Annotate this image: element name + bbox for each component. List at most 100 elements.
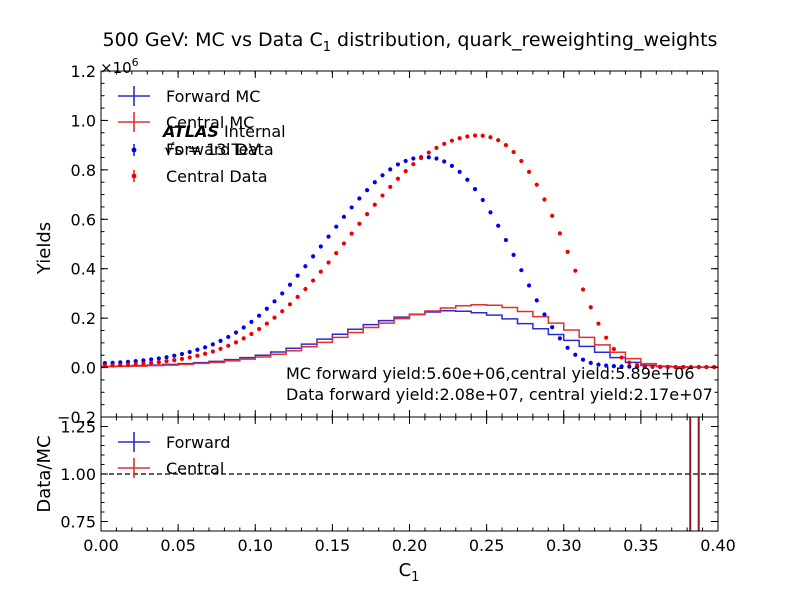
main-y-label: Yields <box>34 222 55 275</box>
forward-data-point <box>203 345 208 350</box>
central-data-point <box>102 363 107 368</box>
central-data-point <box>195 353 200 358</box>
central-data-point <box>480 133 485 138</box>
central-data-point <box>488 135 493 140</box>
x-tick-label: 0.00 <box>83 536 119 555</box>
x-axis-label-main: C <box>399 560 412 581</box>
forward-data-point <box>519 268 524 273</box>
central-data-point <box>210 349 215 354</box>
central-data-point <box>118 363 123 368</box>
central-data-point <box>403 168 408 174</box>
central-data-point <box>665 364 670 369</box>
forward-data-point <box>364 188 370 193</box>
ratio-legend: Forward Central <box>118 432 230 478</box>
central-data-point <box>249 331 254 337</box>
forward-data-point <box>395 162 401 167</box>
central-data-point <box>588 305 593 310</box>
forward-data-point <box>442 159 447 164</box>
atlas-label: ATLAS Internal <box>161 122 286 141</box>
forward-data-point <box>141 358 146 363</box>
forward-data-point <box>426 155 431 160</box>
main-data-layer <box>101 133 718 370</box>
legend-central-label: Central <box>166 459 224 478</box>
legend-forward-data-marker <box>131 147 137 153</box>
ratio-panel: 0.00 0.05 0.10 0.15 0.20 0.25 0.30 0.35 0.40 0.75… <box>34 416 736 555</box>
forward-data-point <box>403 158 408 164</box>
forward-data-point <box>380 173 385 178</box>
forward-data-point <box>172 353 177 358</box>
legend-central-mc-label: Central MC <box>166 113 254 132</box>
forward-data-point <box>310 254 316 259</box>
central-data-point <box>149 360 154 365</box>
x-axis-label: C1 <box>399 560 420 585</box>
ratio-y-label: Data/MC <box>34 435 55 512</box>
central-data-point <box>449 138 455 143</box>
central-data-point <box>596 321 601 326</box>
central-data-point <box>580 287 586 292</box>
forward-data-point <box>226 334 231 340</box>
forward-data-point <box>488 210 493 215</box>
central-data-point <box>226 343 231 348</box>
central-data-point <box>380 193 385 198</box>
ratio-data-layer <box>101 417 718 531</box>
x-tick-label: 0.25 <box>469 536 505 555</box>
forward-data-point <box>457 169 462 174</box>
forward-data-point <box>526 283 532 288</box>
forward-data-point <box>210 342 215 347</box>
central-data-point <box>241 336 246 341</box>
main-legend: Forward MC Central MC Forward Data Centr… <box>118 86 274 186</box>
central-data-point <box>696 364 701 370</box>
forward-data-point <box>449 163 455 169</box>
forward-data-point <box>257 313 262 318</box>
data-yield-text: Data forward yield:2.08e+07, central yie… <box>286 385 713 404</box>
central-data-point <box>364 211 370 217</box>
central-data-point <box>642 363 647 369</box>
central-data-point <box>179 356 185 362</box>
central-data-point <box>357 221 362 226</box>
forward-data-point <box>550 325 555 330</box>
legend-forward-label: Forward <box>166 433 230 452</box>
forward-data-point <box>272 299 277 304</box>
central-data-point <box>395 176 401 181</box>
central-data-point <box>681 364 686 370</box>
main-y-tick-label: 1.0 <box>71 111 96 130</box>
forward-data-point <box>534 298 539 303</box>
central-data-point <box>349 231 354 236</box>
forward-data-point <box>195 347 200 352</box>
forward-data-point <box>241 325 246 330</box>
legend-item-forward-data: Forward Data <box>131 140 274 159</box>
central-data-point <box>141 361 146 366</box>
central-data-point <box>133 362 138 367</box>
forward-data-point <box>187 349 192 355</box>
central-data-point <box>110 363 115 368</box>
y-scale-factor: ×106 <box>100 56 139 77</box>
x-tick-label: 0.10 <box>237 536 273 555</box>
forward-data-point <box>542 312 547 317</box>
central-data-point <box>264 321 269 326</box>
central-data-point <box>457 136 462 141</box>
central-data-point <box>557 231 562 236</box>
central-data-point <box>472 133 478 138</box>
x-tick-label: 0.40 <box>700 536 736 555</box>
main-y-tick-label: 0.2 <box>71 309 96 328</box>
energy-label: √s = 13 TeV <box>164 140 259 159</box>
central-data-point <box>326 260 331 265</box>
forward-data-point <box>596 362 601 367</box>
forward-data-point <box>218 338 223 343</box>
central-data-point <box>434 145 439 150</box>
ratio-ticks: 0.00 0.05 0.10 0.15 0.20 0.25 0.30 0.35 0.40 0.75… <box>60 416 736 555</box>
legend-item-central: Central <box>118 458 224 478</box>
forward-data-point <box>503 237 509 243</box>
central-data-point <box>257 326 262 332</box>
forward-data-point <box>133 359 138 364</box>
main-y-tick-label: 0.8 <box>71 161 96 180</box>
central-data-point <box>496 138 501 143</box>
central-data-point <box>334 251 339 256</box>
legend-item-forward: Forward <box>118 432 230 452</box>
forward-data-point <box>156 356 161 361</box>
central-data-point <box>573 268 578 273</box>
forward-data-point <box>565 345 570 350</box>
central-data-point <box>650 364 655 369</box>
central-data-point <box>442 141 447 147</box>
atlas-internal: Internal <box>219 122 286 141</box>
